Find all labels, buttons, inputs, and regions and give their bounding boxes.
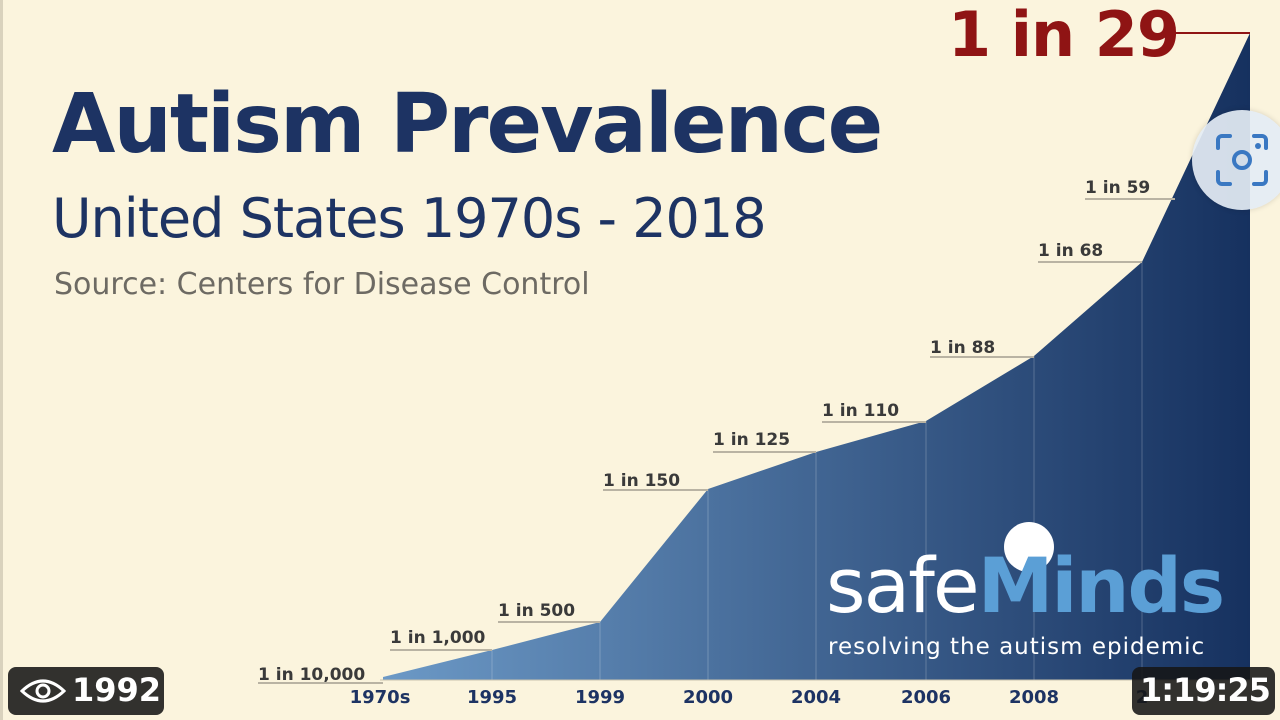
annotation-peak-label: 1 in 29: [948, 0, 1180, 71]
chart-source: Source: Centers for Disease Control: [54, 267, 590, 302]
logo-word-minds: Minds: [977, 541, 1225, 630]
x-tick-label: 2000: [683, 687, 733, 708]
annotation-label: 1 in 59: [1085, 178, 1150, 198]
view-count-badge: 1992: [8, 667, 164, 715]
x-tick-label: 1970s: [350, 687, 411, 708]
logo-wordmark: safeMinds: [826, 548, 1225, 624]
x-tick-label: 2006: [901, 687, 951, 708]
duration-badge: 1:19:25: [1132, 667, 1275, 715]
eye-icon: [20, 679, 66, 703]
visual-search-button[interactable]: [1192, 110, 1280, 210]
lens-icon: [1216, 134, 1268, 186]
annotation-label: 1 in 125: [713, 430, 790, 450]
annotation-label: 1 in 110: [822, 401, 899, 421]
annotation-label: 1 in 1,000: [390, 628, 486, 648]
annotation-label: 1 in 150: [603, 471, 680, 491]
logo-word-safe: safe: [826, 541, 980, 630]
annotation-label: 1 in 500: [498, 601, 575, 621]
x-tick-label: 2008: [1009, 687, 1059, 708]
safeminds-logo: safeMinds resolving the autism epidemic: [826, 520, 1246, 670]
annotation-label: 1 in 10,000: [258, 665, 365, 685]
annotation-label: 1 in 88: [930, 338, 995, 358]
x-tick-label: 1995: [467, 687, 517, 708]
annotation-peak-leader: [1162, 32, 1250, 34]
area-series: [383, 33, 1250, 680]
chart-subtitle: United States 1970s - 2018: [52, 187, 767, 250]
frame-edge: [0, 0, 3, 720]
logo-tagline: resolving the autism epidemic: [828, 634, 1206, 660]
x-tick-label: 2004: [791, 687, 841, 708]
view-count: 1992: [72, 671, 162, 709]
annotation-label: 1 in 68: [1038, 241, 1103, 261]
x-tick-label: 1999: [575, 687, 625, 708]
logo-dot: [1004, 522, 1054, 572]
chart-title: Autism Prevalence: [52, 77, 883, 172]
video-duration: 1:19:25: [1140, 671, 1271, 709]
